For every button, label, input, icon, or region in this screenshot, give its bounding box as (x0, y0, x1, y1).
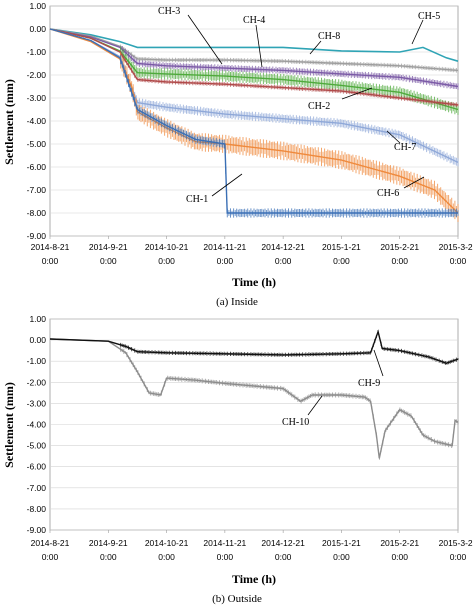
annotation-ch8: CH-8 (309, 31, 340, 55)
x-tick-date: 2015-1-21 (322, 242, 361, 252)
y-tick-labels-b: 1.00 0.00 -1.00 -2.00 -3.00 -4.00 -5.00 -6.00 -7… (27, 314, 47, 535)
chart-inside: 1.00 0.00 -1.00 -2.00 -3.00 -4.00 -5.00 -6.00 -7… (2, 1, 473, 308)
y-tick-label: -1.00 (27, 356, 47, 366)
y-tick-label: 1.00 (29, 314, 46, 324)
x-axis-title-a: Time (h) (232, 275, 276, 289)
svg-text:CH-2: CH-2 (308, 101, 330, 112)
series-line-ch-5 (49, 28, 459, 62)
x-tick-date: 2014-9-21 (89, 538, 128, 548)
x-tick-time: 0:00 (391, 256, 408, 266)
x-tick-time: 0:00 (100, 256, 117, 266)
series-line-ch-8 (49, 28, 459, 72)
series-line-ch-1 (49, 28, 458, 214)
svg-text:CH-9: CH-9 (358, 378, 380, 389)
x-tick-time: 0:00 (217, 552, 234, 562)
annotation-ch6: CH-6 (377, 176, 425, 199)
x-tick-time: 0:00 (217, 256, 234, 266)
gridlines-b (50, 318, 458, 531)
x-tick-labels-b: 2014-8-21 0:00 2014-9-21 0:00 2014-10-21 0:00… (31, 530, 473, 562)
x-tick-date: 2015-3-21 (439, 242, 473, 252)
x-tick-date: 2014-11-21 (203, 538, 246, 548)
y-tick-label: -8.00 (27, 208, 47, 218)
x-tick-time: 0:00 (158, 552, 175, 562)
x-axis-title-b: Time (h) (232, 572, 276, 586)
y-tick-labels-a: 1.00 0.00 -1.00 -2.00 -3.00 -4.00 -5.00 -6.00 -7… (27, 1, 47, 241)
x-tick-date: 2014-8-21 (31, 242, 70, 252)
series-line-ch-2 (49, 28, 459, 106)
x-tick-date: 2014-12-21 (261, 242, 305, 252)
caption-a: (a) Inside (216, 296, 258, 308)
x-tick-time: 0:00 (275, 256, 292, 266)
y-tick-label: -7.00 (27, 483, 47, 493)
x-tick-date: 2015-2-21 (380, 242, 419, 252)
svg-text:CH-6: CH-6 (377, 188, 399, 199)
caption-b: (b) Outside (212, 593, 262, 605)
annotation-ch5: CH-5 (411, 11, 440, 45)
annotation-ch7: CH-7 (386, 130, 416, 153)
y-tick-label: -7.00 (27, 185, 47, 195)
y-axis-title-a: Settlement (mm) (2, 79, 16, 165)
x-tick-time: 0:00 (333, 552, 350, 562)
series-line-ch-9 (49, 329, 459, 365)
svg-text:CH-10: CH-10 (282, 417, 309, 428)
y-tick-label: -5.00 (27, 441, 47, 451)
y-tick-label: -2.00 (27, 70, 47, 80)
series-line-ch-10 (49, 338, 459, 459)
y-tick-label: 0.00 (29, 335, 46, 345)
y-tick-label: -1.00 (27, 47, 47, 57)
y-tick-label: -3.00 (27, 398, 47, 408)
x-tick-labels-a: 2014-8-21 0:00 2014-9-21 0:00 2014-10-21 0:00… (31, 236, 473, 266)
svg-text:CH-5: CH-5 (418, 11, 440, 22)
y-tick-label: -8.00 (27, 504, 47, 514)
chart-outside: 1.00 0.00 -1.00 -2.00 -3.00 -4.00 -5.00 -6.00 -7… (2, 314, 473, 605)
x-tick-time: 0:00 (42, 256, 59, 266)
x-tick-date: 2015-3-21 (439, 538, 473, 548)
y-tick-label: -4.00 (27, 116, 47, 126)
series-group-b (49, 329, 459, 460)
x-tick-time: 0:00 (100, 552, 117, 562)
y-tick-label: -2.00 (27, 377, 47, 387)
x-tick-time: 0:00 (333, 256, 350, 266)
x-tick-date: 2015-2-21 (380, 538, 419, 548)
y-tick-label: 1.00 (29, 1, 46, 11)
y-tick-label: -4.00 (27, 420, 47, 430)
y-tick-label: -3.00 (27, 93, 47, 103)
svg-text:CH-1: CH-1 (186, 194, 208, 205)
x-tick-time: 0:00 (275, 552, 292, 562)
annotation-ch10: CH-10 (282, 395, 323, 428)
annotation-ch1: CH-1 (186, 173, 243, 205)
x-tick-time: 0:00 (158, 256, 175, 266)
x-tick-time: 0:00 (450, 552, 467, 562)
svg-text:CH-3: CH-3 (158, 6, 180, 17)
y-tick-label: -9.00 (27, 525, 47, 535)
x-tick-date: 2014-9-21 (89, 242, 128, 252)
x-tick-date: 2014-8-21 (31, 538, 70, 548)
x-tick-date: 2014-12-21 (261, 538, 305, 548)
x-tick-date: 2014-11-21 (203, 242, 246, 252)
y-tick-label: -6.00 (27, 462, 47, 472)
series-group-a (49, 28, 459, 222)
series-line-ch-4 (49, 28, 459, 88)
x-tick-time: 0:00 (450, 256, 467, 266)
y-tick-label: -6.00 (27, 162, 47, 172)
y-tick-label: -9.00 (27, 231, 47, 241)
x-tick-date: 2015-1-21 (322, 538, 361, 548)
y-tick-label: -5.00 (27, 139, 47, 149)
svg-text:CH-4: CH-4 (243, 15, 265, 26)
y-tick-label: 0.00 (29, 24, 46, 34)
svg-text:CH-8: CH-8 (318, 31, 340, 42)
x-tick-date: 2014-10-21 (145, 538, 189, 548)
annotation-ch2: CH-2 (308, 87, 373, 112)
x-tick-time: 0:00 (42, 552, 59, 562)
x-tick-time: 0:00 (391, 552, 408, 562)
y-axis-title-b: Settlement (mm) (2, 382, 16, 468)
x-tick-date: 2014-10-21 (145, 242, 189, 252)
annotation-ch4: CH-4 (243, 15, 265, 68)
annotation-ch3: CH-3 (158, 6, 223, 65)
svg-text:CH-7: CH-7 (394, 142, 416, 153)
annotation-ch9: CH-9 (358, 349, 384, 389)
